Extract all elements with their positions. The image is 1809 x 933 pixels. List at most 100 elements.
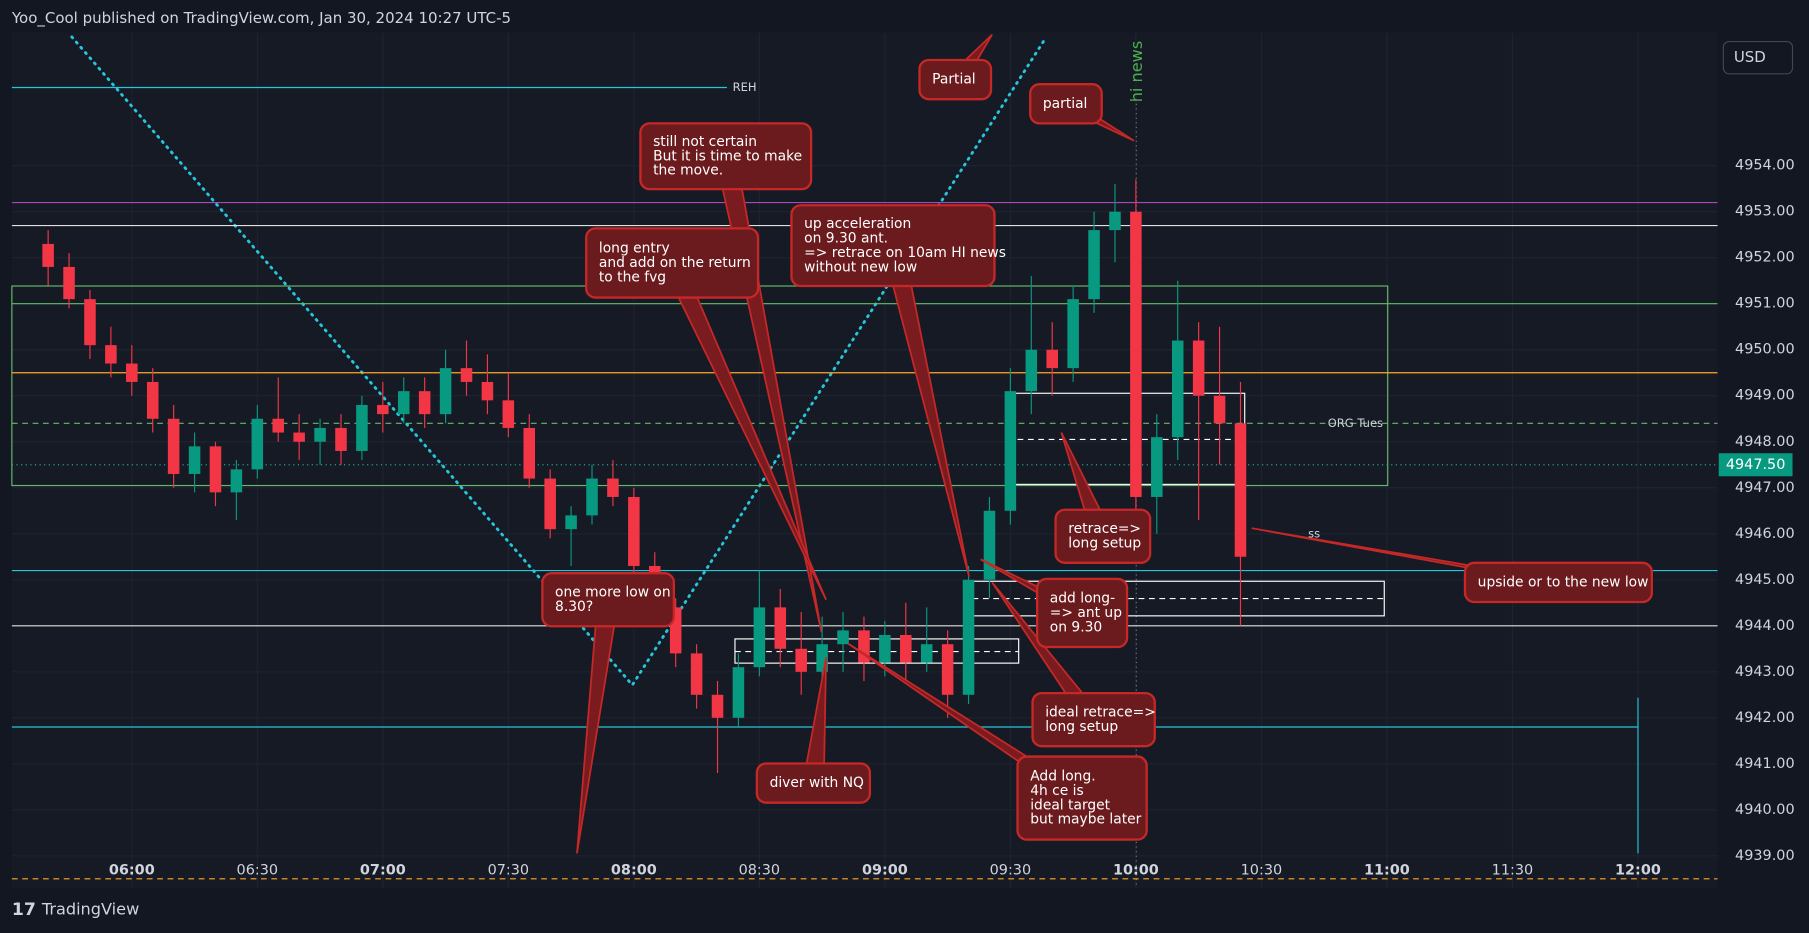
candle-body (230, 469, 243, 493)
callout-box (790, 204, 996, 288)
candle-body (63, 266, 75, 300)
candle-body (690, 653, 703, 695)
candle-body (84, 299, 96, 346)
callout-text: => ant up (1050, 605, 1122, 621)
candle-body (669, 607, 682, 654)
y-tick-label: 4942.00 (1735, 710, 1795, 726)
candle-body (983, 510, 996, 580)
level-label: REH (733, 80, 757, 94)
candle-body (1171, 340, 1184, 438)
plot-area (11, 32, 1718, 889)
y-tick-label: 4939.00 (1735, 848, 1795, 864)
candle-body (774, 607, 787, 649)
candle-body (209, 446, 222, 493)
candle-body (105, 345, 117, 364)
callout-text: upside or to the new low (1478, 574, 1649, 590)
candle-body (816, 644, 828, 672)
candle-body (900, 634, 912, 663)
candle-body (941, 644, 954, 695)
candle-body (272, 418, 285, 433)
candle-body (628, 496, 640, 566)
y-tick-label: 4953.00 (1735, 204, 1795, 220)
x-tick-label: 06:30 (237, 863, 279, 879)
candle-body (377, 404, 389, 415)
candle-body (481, 381, 494, 401)
candle-body (167, 418, 180, 474)
callout-box (1035, 577, 1129, 649)
ss-label: ss (1308, 526, 1320, 540)
callout-text: ideal target (1030, 797, 1110, 813)
callout-text: one more low on (555, 584, 671, 600)
callout-box (1016, 755, 1148, 841)
candle-body (251, 418, 264, 470)
y-tick-label: 4948.00 (1735, 434, 1795, 450)
candle-body (460, 368, 473, 382)
callout-text: diver with NQ (770, 775, 864, 791)
candle-body (1067, 299, 1079, 369)
footer (0, 894, 1809, 933)
y-tick-label: 4943.00 (1735, 664, 1795, 680)
candle-body (753, 607, 766, 668)
candle-body (544, 478, 556, 530)
candle-body (1109, 211, 1121, 231)
candle-body (858, 630, 870, 663)
callout-text: on 9.30 ant. (804, 230, 888, 246)
callout-text: to the fvg (599, 269, 666, 285)
callout-text: the move. (653, 163, 723, 179)
y-tick-label: 4940.00 (1735, 802, 1795, 818)
callout-text: still not certain (653, 134, 757, 150)
candle-body (1213, 395, 1226, 424)
x-tick-label: 09:00 (862, 863, 908, 879)
callout-text: Add long. (1030, 768, 1095, 784)
candle-body (397, 391, 410, 415)
callout-text: long setup (1068, 535, 1141, 551)
x-tick-label: 09:30 (990, 863, 1032, 879)
candle-body (565, 515, 577, 530)
callout-box (1031, 691, 1156, 748)
callout-box (585, 227, 760, 299)
last-price-tag (1718, 453, 1793, 477)
callout-box (639, 122, 813, 191)
candle-body (837, 630, 849, 645)
candle-body (920, 644, 933, 663)
callout-text: But it is time to make (653, 148, 802, 164)
candle-body (356, 404, 368, 451)
candle-body (962, 579, 975, 695)
candle-body (439, 368, 452, 415)
y-tick-label: 4950.00 (1735, 342, 1795, 358)
currency: USD (1734, 48, 1766, 66)
level-label: ORG Tues (1328, 416, 1383, 430)
currency-button[interactable] (1722, 40, 1794, 75)
callout-text: long entry (599, 241, 670, 257)
callout-box (1054, 508, 1152, 564)
candle-body (502, 400, 515, 428)
candle-body (795, 648, 807, 672)
footer-brand: TradingView (41, 899, 139, 918)
candle-body (732, 667, 745, 718)
callout-text: but maybe later (1030, 812, 1141, 828)
x-tick-label: 07:00 (360, 863, 406, 879)
x-tick-label: 08:00 (611, 863, 657, 879)
candle-body (1025, 349, 1038, 392)
callout-text: without new low (804, 259, 917, 275)
x-tick-label: 07:30 (488, 863, 530, 879)
candle-body (1046, 349, 1058, 369)
x-tick-label: 08:30 (739, 863, 781, 879)
y-tick-label: 4941.00 (1735, 756, 1795, 772)
y-tick-label: 4954.00 (1735, 158, 1795, 174)
callout-text: Partial (932, 72, 975, 88)
y-tick-label: 4947.00 (1735, 480, 1795, 496)
callout-box (918, 58, 993, 101)
y-tick-label: 4952.00 (1735, 250, 1795, 266)
candle-body (523, 427, 536, 479)
x-tick-label: 11:00 (1364, 863, 1410, 879)
candle-body (418, 391, 431, 415)
candle-body (314, 427, 326, 442)
candle-body (1192, 340, 1205, 396)
callout-text: long setup (1045, 719, 1118, 735)
callout-text: retrace=> (1068, 521, 1141, 537)
y-tick-label: 4949.00 (1735, 388, 1795, 404)
candle-body (1088, 230, 1100, 300)
